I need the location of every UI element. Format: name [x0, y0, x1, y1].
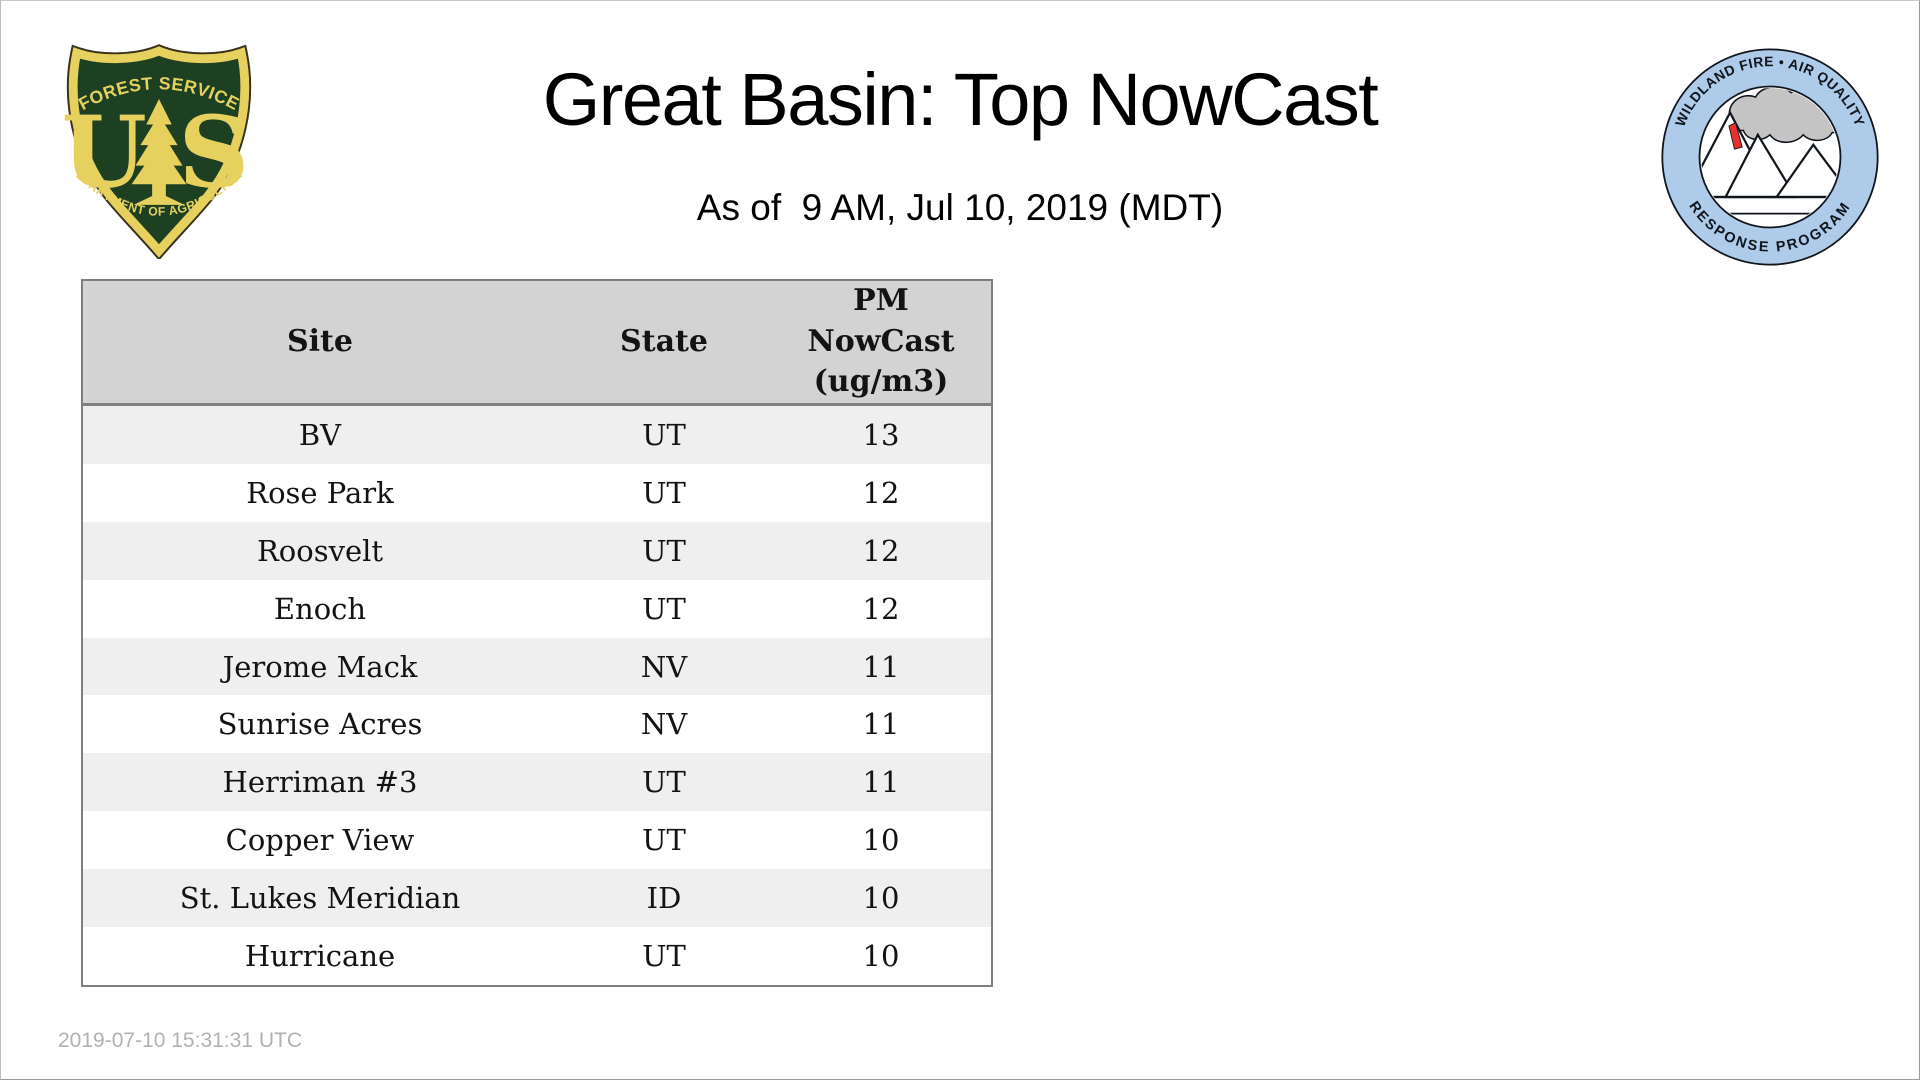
table-row: Hurricane UT 10 [83, 927, 991, 985]
site-cell: Copper View [225, 823, 415, 858]
header-pm-line2: NowCast [807, 323, 955, 359]
site-cell: Sunrise Acres [217, 707, 423, 742]
table-header-row: Site State PM NowCast (ug/m3) [83, 281, 991, 406]
nowcast-table: Site State PM NowCast (ug/m3) BV UT 13 R… [81, 279, 993, 987]
forest-service-logo: FOREST SERVICE U S DEPARTMENT OF AGRICUL… [61, 41, 252, 259]
value-cell: 11 [862, 707, 900, 742]
site-cell: Jerome Mack [222, 649, 418, 684]
state-cell: ID [646, 881, 682, 916]
table-row: Rose Park UT 12 [83, 463, 991, 522]
header-site: Site [83, 281, 557, 403]
fire-icon [1728, 121, 1743, 150]
table-row: Enoch UT 12 [83, 579, 991, 638]
site-cell: Roosvelt [256, 533, 384, 568]
value-cell: 11 [862, 765, 900, 800]
table-row: Sunrise Acres NV 11 [83, 695, 991, 754]
site-cell: BV [298, 417, 342, 452]
site-cell: Hurricane [244, 938, 396, 973]
header-pm-line1: PM [853, 283, 909, 319]
value-cell: 11 [862, 649, 900, 684]
table-body: BV UT 13 Rose Park UT 12 Roosvelt UT 12 … [83, 406, 991, 985]
header-pm-nowcast: PM NowCast (ug/m3) [771, 281, 991, 403]
wfaqrp-logo: WILDLAND FIRE • AIR QUALITY RESPONSE PRO… [1661, 48, 1879, 266]
value-cell: 13 [862, 417, 900, 452]
table-row: Copper View UT 10 [83, 811, 991, 870]
site-cell: Herriman #3 [222, 765, 418, 800]
value-cell: 10 [862, 938, 900, 973]
value-cell: 10 [862, 823, 900, 858]
table-row: St. Lukes Meridian ID 10 [83, 869, 991, 928]
site-cell: Rose Park [246, 475, 394, 510]
state-cell: UT [642, 823, 686, 858]
value-cell: 10 [862, 881, 900, 916]
state-cell: NV [640, 649, 688, 684]
state-cell: UT [642, 591, 686, 626]
state-cell: UT [642, 475, 686, 510]
state-cell: UT [642, 765, 686, 800]
fs-monogram-u: U [61, 95, 146, 210]
value-cell: 12 [862, 475, 900, 510]
generation-timestamp: 2019-07-10 15:31:31 UTC [58, 1029, 302, 1052]
state-cell: NV [640, 707, 688, 742]
value-cell: 12 [862, 533, 900, 568]
header-site-label: Site [286, 323, 353, 359]
header-state-label: State [620, 323, 708, 359]
fs-monogram-s: S [178, 95, 249, 210]
state-cell: UT [642, 938, 686, 973]
state-cell: UT [642, 417, 686, 452]
page-title: Great Basin: Top NowCast [542, 58, 1379, 141]
table-row: BV UT 13 [83, 406, 991, 464]
site-cell: St. Lukes Meridian [179, 881, 461, 916]
header-state: State [557, 281, 771, 403]
state-cell: UT [642, 533, 686, 568]
table-row: Jerome Mack NV 11 [83, 637, 991, 696]
header-pm-line3: (ug/m3) [813, 364, 949, 400]
pine-tree-icon [131, 99, 187, 205]
table-row: Herriman #3 UT 11 [83, 753, 991, 812]
site-cell: Enoch [273, 591, 367, 626]
page-subtitle: As of 9 AM, Jul 10, 2019 (MDT) [696, 187, 1224, 228]
table-row: Roosvelt UT 12 [83, 521, 991, 580]
value-cell: 12 [862, 591, 900, 626]
